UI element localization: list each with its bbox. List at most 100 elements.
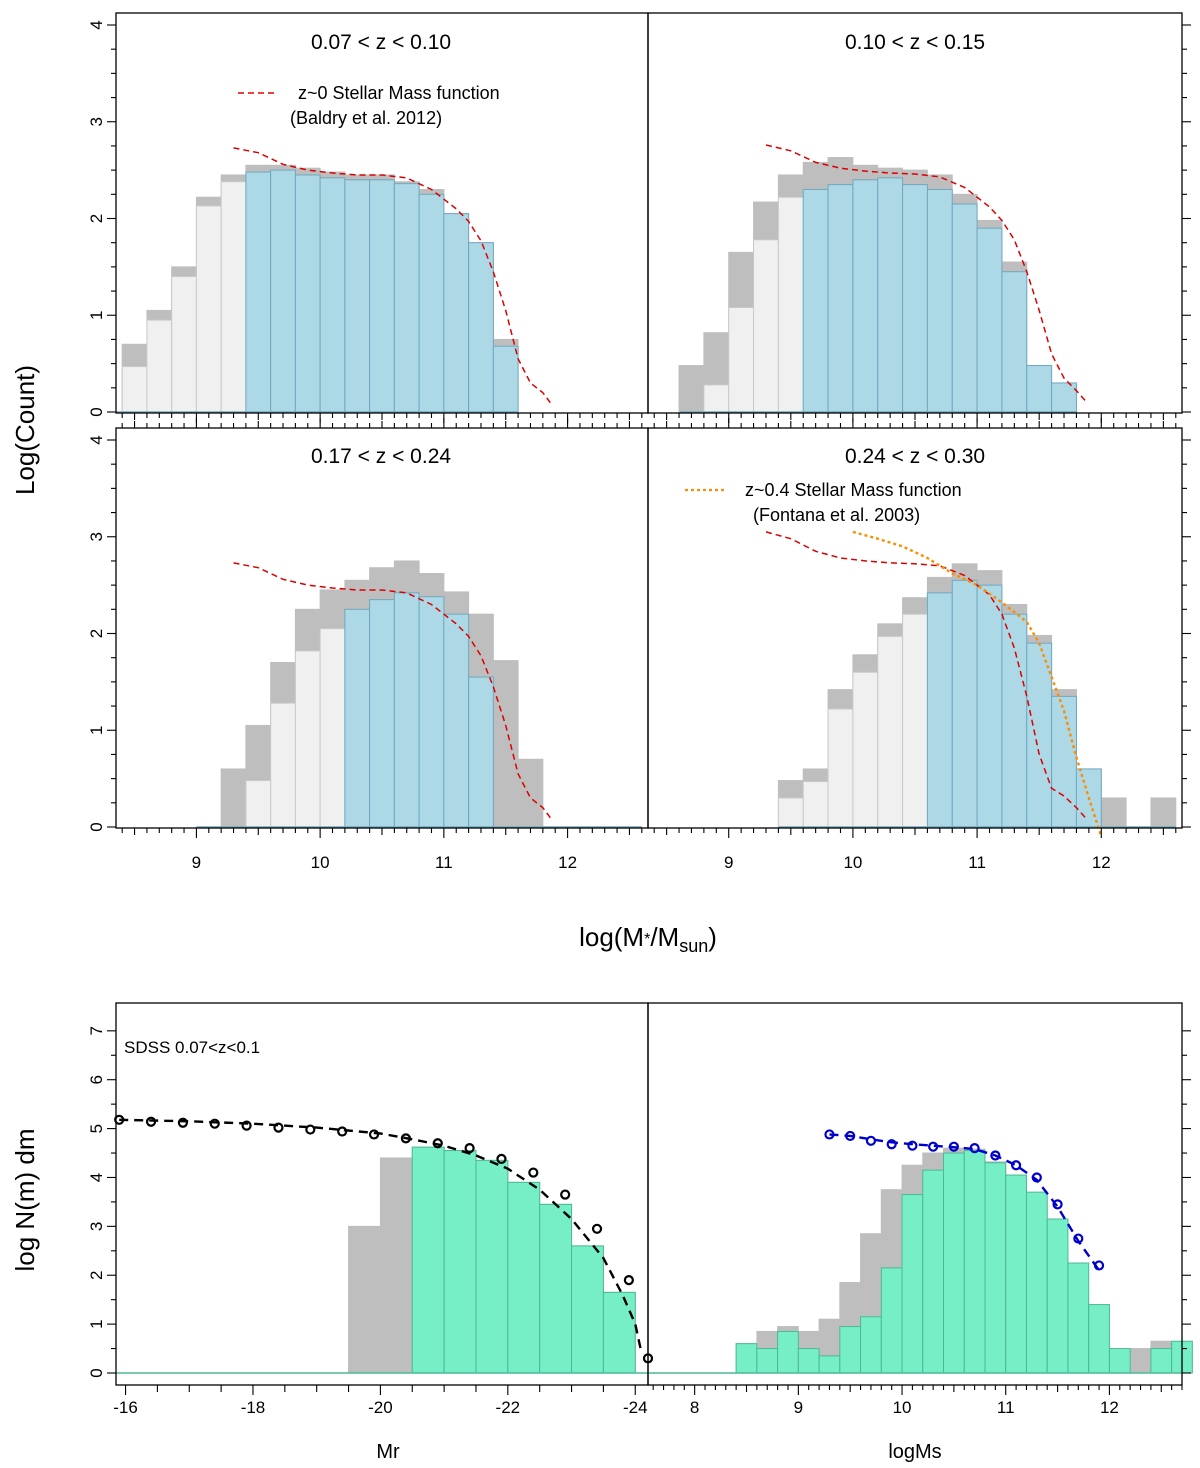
bar-complete-6: [839, 1326, 862, 1374]
bar-complete-10: [418, 596, 445, 828]
y-tick-label: 1: [87, 1319, 106, 1328]
bar-complete-9: [901, 1194, 924, 1374]
bar-complete-18: [1088, 1304, 1110, 1374]
y-tick-label: 2: [87, 1271, 106, 1280]
data-circle-9: [368, 1129, 380, 1140]
bar-complete-9: [976, 584, 1003, 828]
bar-below-limit-3: [245, 780, 272, 828]
bar-complete-17: [1067, 1262, 1090, 1374]
y-tick-label: 2: [87, 214, 106, 223]
panel-title: 0.17 < z < 0.24: [311, 445, 451, 468]
data-circle-1: [824, 1129, 835, 1140]
bar-below-limit-1: [777, 797, 804, 828]
bottom-right-xlabel: logMs: [888, 1441, 941, 1463]
x-tick-label: 10: [893, 1398, 912, 1417]
y-tick-label: 0: [87, 407, 106, 416]
panel-2: 0.10 < z < 0.15: [647, 12, 1191, 423]
legend-baldry: z~0 Stellar Mass function (Baldry et al.…: [238, 83, 500, 128]
bar-complete-13: [984, 1162, 1007, 1374]
bar-complete-15: [468, 242, 494, 413]
bar-complete-8: [571, 1245, 604, 1374]
y-tick-label: 2: [87, 629, 106, 638]
bar-complete-15: [1001, 271, 1028, 413]
y-tick-label: 7: [87, 1026, 106, 1035]
bar-complete-10: [1001, 613, 1028, 828]
data-circle-11: [1031, 1172, 1042, 1183]
x-tick-label: -20: [368, 1398, 393, 1417]
bar-below-limit-5: [220, 181, 247, 413]
bar-complete-7: [539, 1203, 573, 1374]
bar-complete-8: [880, 1267, 903, 1374]
x-tick-label: 9: [192, 853, 201, 872]
bar-complete-11: [902, 184, 928, 413]
data-circle-10: [400, 1133, 411, 1144]
bar-complete-11: [369, 179, 395, 413]
top-xlabel: log(M*/Msun): [579, 922, 717, 956]
bar-complete-21: [1150, 1348, 1173, 1374]
x-tick-label: 11: [435, 853, 453, 872]
bar-complete-4: [797, 1348, 820, 1374]
top-ylabel: Log(Count): [10, 365, 40, 495]
bar-complete-5: [818, 1355, 841, 1374]
x-tick-label: 9: [724, 853, 733, 872]
x-tick-label: -24: [623, 1398, 648, 1417]
data-circle-14: [528, 1167, 539, 1178]
x-tick-label: 10: [311, 853, 330, 872]
legend-baldry-line1: z~0 Stellar Mass function: [298, 83, 500, 103]
bar-below-limit-2: [802, 781, 829, 828]
bar-complete-8: [827, 184, 854, 413]
bar-all-2: [678, 365, 705, 413]
y-tick-label: 1: [87, 311, 106, 320]
legend-baldry-line2: (Baldry et al. 2012): [290, 108, 442, 128]
bar-complete-13: [418, 193, 445, 413]
bar-complete-7: [860, 1316, 882, 1374]
x-tick-label: 12: [1100, 1398, 1119, 1417]
y-tick-label: 3: [87, 532, 106, 541]
bar-complete-6: [507, 1181, 541, 1374]
bar-complete-7: [344, 608, 371, 828]
bar-complete-8: [369, 599, 395, 828]
bar-below-limit-1: [121, 366, 148, 413]
bar-complete-12: [926, 188, 953, 413]
bar-complete-17: [1051, 382, 1077, 413]
bar-below-limit-5: [753, 239, 779, 413]
data-circle-5: [907, 1140, 918, 1151]
bar-all-14: [517, 758, 544, 828]
bar-complete-15: [1025, 1191, 1048, 1374]
bar-complete-4: [443, 1150, 477, 1374]
bar-below-limit-3: [171, 276, 197, 413]
bar-complete-9: [852, 179, 879, 413]
y-tick-label: 4: [87, 1173, 106, 1182]
panel-frame: [647, 1002, 1183, 1386]
x-tick-label: -22: [496, 1398, 521, 1417]
data-circle-2: [145, 1116, 157, 1127]
data-circle-5: [241, 1120, 252, 1131]
curve-baldry: [765, 144, 1086, 401]
y-tick-label: 5: [87, 1124, 106, 1133]
curve-fontana: [852, 530, 1103, 838]
bar-below-limit-3: [703, 384, 730, 413]
data-circle-4: [209, 1118, 220, 1129]
y-tick-label: 1: [87, 726, 106, 735]
bar-complete-16: [492, 345, 519, 413]
y-tick-label: 4: [87, 20, 106, 29]
bar-complete-3: [777, 1330, 799, 1374]
data-circle-7: [948, 1141, 959, 1152]
data-circle-3: [865, 1135, 877, 1146]
data-circle-4: [886, 1139, 897, 1150]
data-circle-1: [114, 1114, 125, 1125]
bar-all-2: [220, 768, 247, 828]
bar-complete-16: [1046, 1218, 1069, 1374]
panel-4: 9 10 11 12 0.24 < z < 0.30: [647, 418, 1191, 872]
data-circle-8: [969, 1143, 980, 1154]
bar-complete-11: [443, 613, 470, 828]
bar-below-limit-5: [877, 635, 904, 828]
bar-complete-12: [393, 183, 420, 413]
bar-complete-9: [602, 1291, 636, 1374]
bar-complete-3: [411, 1146, 445, 1374]
bar-below-limit-6: [319, 628, 346, 828]
bar-all-14: [1100, 797, 1127, 828]
bar-below-limit-5: [294, 650, 321, 828]
bar-complete-14: [443, 213, 470, 413]
